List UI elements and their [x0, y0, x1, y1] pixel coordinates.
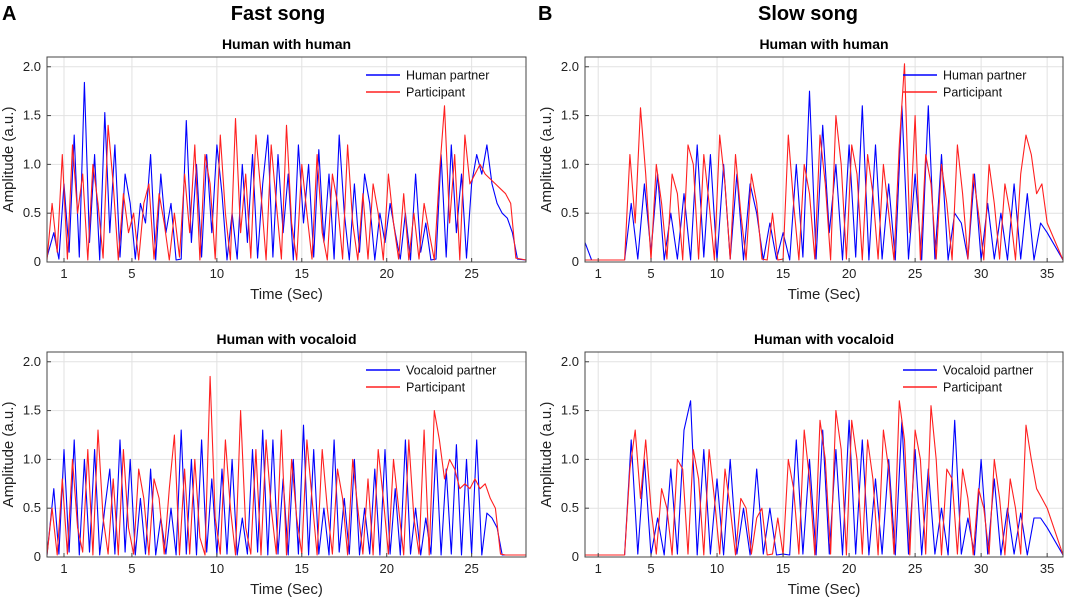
axes-frame: [584, 56, 1064, 263]
x-tick-label: 25: [464, 561, 478, 576]
x-tick-label: 15: [776, 266, 790, 281]
chart-title: Human with human: [222, 36, 351, 52]
panel-letter-a: A: [2, 3, 16, 25]
series-line-human-partner: [47, 81, 526, 261]
x-tick-label: 25: [908, 561, 922, 576]
x-tick-label: 30: [974, 561, 988, 576]
y-tick-label: 0.5: [23, 500, 41, 515]
series-line-participant: [585, 63, 1063, 261]
y-tick-label: 0.5: [561, 500, 579, 515]
legend: Human partner Participant: [903, 69, 1026, 100]
x-tick-label: 35: [1040, 266, 1054, 281]
x-tick-label: 10: [210, 266, 224, 281]
y-tick-label: 1.0: [23, 451, 41, 466]
series-line-vocaloid-partner: [47, 424, 526, 556]
x-axis-label: Time (Sec): [788, 581, 861, 598]
x-tick-label: 10: [710, 561, 724, 576]
y-tick-label: 2.0: [561, 354, 579, 369]
x-tick-label: 20: [842, 561, 856, 576]
legend-label: Vocaloid partner: [943, 364, 1033, 378]
y-tick-label: 1.5: [561, 108, 579, 123]
y-tick-label: 1.0: [23, 156, 41, 171]
y-tick-label: 0: [34, 549, 41, 564]
x-tick-label: 1: [595, 561, 602, 576]
y-axis-label: Amplitude (a.u.): [0, 107, 17, 213]
series-line-human-partner: [585, 90, 1063, 261]
x-tick-label: 25: [908, 266, 922, 281]
y-tick-label: 1.5: [561, 403, 579, 418]
axes-frame: [46, 351, 527, 558]
y-tick-label: 0.5: [23, 205, 41, 220]
series-line-participant: [47, 375, 526, 556]
axes-frame: [46, 56, 527, 263]
x-tick-label: 35: [1040, 561, 1054, 576]
x-tick-label: 1: [60, 561, 67, 576]
y-tick-label: 1.0: [561, 156, 579, 171]
x-tick-label: 10: [210, 561, 224, 576]
x-tick-label: 20: [842, 266, 856, 281]
x-tick-label: 1: [595, 266, 602, 281]
x-tick-label: 15: [295, 266, 309, 281]
chart-title: Human with vocaloid: [754, 331, 894, 347]
legend-label: Human partner: [943, 69, 1026, 83]
y-tick-label: 0: [572, 254, 579, 269]
legend-label: Human partner: [406, 69, 489, 83]
legend-label: Participant: [943, 86, 1003, 100]
legend-label: Participant: [406, 381, 466, 395]
x-tick-label: 5: [128, 561, 135, 576]
x-tick-label: 15: [295, 561, 309, 576]
series-line-participant: [585, 400, 1063, 556]
legend: Vocaloid partner Participant: [366, 364, 496, 395]
y-tick-label: 1.5: [23, 403, 41, 418]
y-tick-label: 2.0: [23, 59, 41, 74]
legend: Human partner Participant: [366, 69, 489, 100]
axes-frame: [584, 351, 1064, 558]
panel-letter-b: B: [538, 3, 552, 25]
legend-label: Vocaloid partner: [406, 364, 496, 378]
x-axis-label: Time (Sec): [788, 286, 861, 303]
series-line-vocaloid-partner: [585, 400, 1063, 556]
y-axis-label: Amplitude (a.u.): [538, 402, 555, 508]
chart-title: Human with human: [759, 36, 888, 52]
x-tick-label: 5: [128, 266, 135, 281]
x-tick-label: 5: [647, 266, 654, 281]
column-title-fast: Fast song: [231, 3, 325, 25]
x-tick-label: 1: [60, 266, 67, 281]
chart-title: Human with vocaloid: [216, 331, 356, 347]
y-axis-label: Amplitude (a.u.): [538, 107, 555, 213]
x-tick-label: 5: [647, 561, 654, 576]
x-tick-label: 10: [710, 266, 724, 281]
y-tick-label: 0: [572, 549, 579, 564]
y-axis-label: Amplitude (a.u.): [0, 402, 17, 508]
series-line-participant: [47, 105, 526, 261]
x-axis-label: Time (Sec): [250, 286, 323, 303]
column-title-slow: Slow song: [758, 3, 858, 25]
y-tick-label: 1.5: [23, 108, 41, 123]
x-tick-label: 15: [776, 561, 790, 576]
y-tick-label: 2.0: [561, 59, 579, 74]
legend-label: Participant: [406, 86, 466, 100]
y-tick-label: 2.0: [23, 354, 41, 369]
legend-label: Participant: [943, 381, 1003, 395]
x-tick-label: 25: [464, 266, 478, 281]
x-tick-label: 20: [379, 561, 393, 576]
y-tick-label: 1.0: [561, 451, 579, 466]
y-tick-label: 0: [34, 254, 41, 269]
x-axis-label: Time (Sec): [250, 581, 323, 598]
y-tick-label: 0.5: [561, 205, 579, 220]
legend: Vocaloid partner Participant: [903, 364, 1033, 395]
x-tick-label: 20: [379, 266, 393, 281]
x-tick-label: 30: [974, 266, 988, 281]
